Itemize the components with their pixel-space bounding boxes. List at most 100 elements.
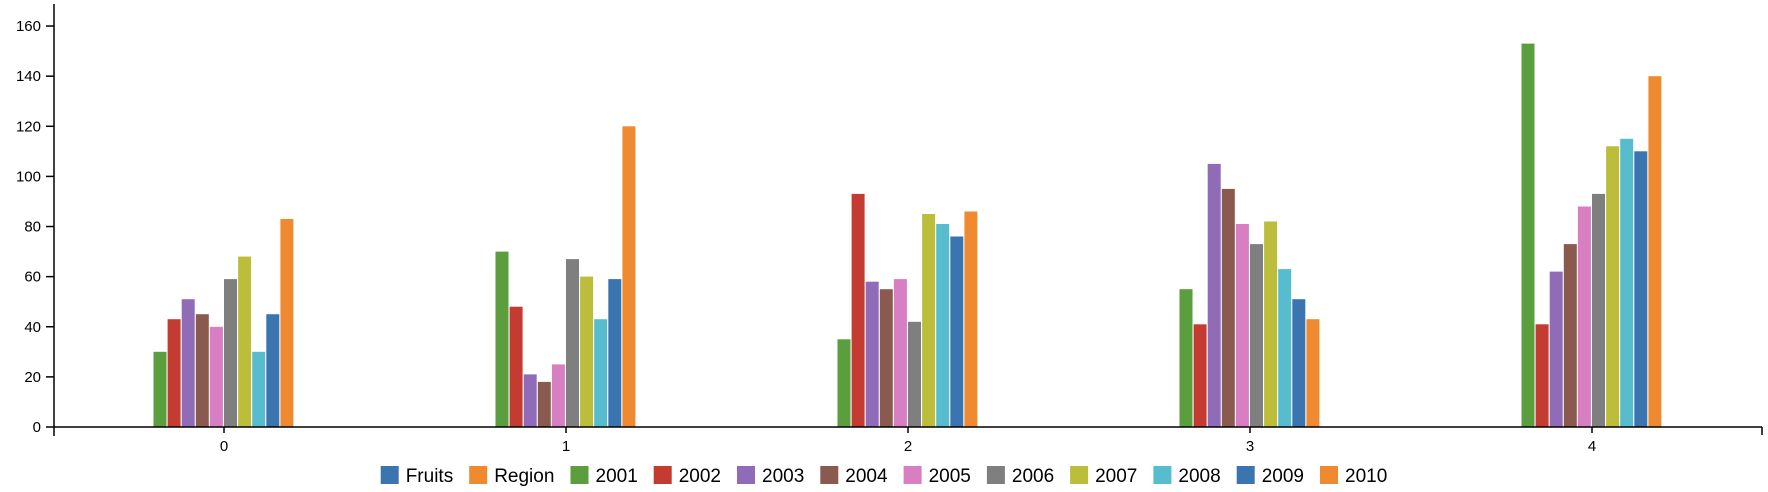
bar-2009-0 [266, 314, 280, 427]
legend-item-Fruits[interactable]: Fruits [380, 466, 454, 487]
legend-swatch [1070, 466, 1089, 484]
legend-label: 2002 [679, 466, 721, 487]
legend-label: Fruits [406, 466, 454, 487]
bar-2009-1 [608, 279, 622, 427]
legend-swatch [570, 466, 589, 484]
bar-2001-0 [153, 351, 167, 427]
y-tick-label: 0 [33, 419, 41, 436]
bar-2006-1 [566, 259, 579, 427]
bar-2006-0 [224, 279, 237, 427]
legend-swatch [1153, 466, 1172, 484]
legend-label: 2004 [845, 466, 888, 487]
legend-swatch [1236, 466, 1255, 484]
x-tick-label: 0 [220, 438, 228, 455]
bar-2003-0 [181, 299, 195, 427]
legend-item-2006[interactable]: 2006 [986, 466, 1054, 487]
legend-item-2004[interactable]: 2004 [820, 466, 888, 487]
bar-2005-0 [209, 326, 223, 427]
legend-label: Region [494, 466, 554, 487]
legend-swatch [469, 466, 488, 484]
bar-2010-2 [964, 211, 978, 427]
bar-2009-3 [1292, 299, 1306, 427]
legend-swatch [1320, 466, 1338, 484]
bar-2004-0 [195, 314, 209, 427]
legend-swatch [380, 466, 399, 484]
bar-2003-2 [865, 281, 879, 427]
bar-2004-1 [537, 381, 551, 427]
legend-item-2010[interactable]: 2010 [1320, 466, 1387, 487]
bar-2009-2 [950, 236, 964, 427]
bar-2007-3 [1264, 221, 1278, 427]
bar-2002-2 [851, 193, 865, 427]
legend-item-2008[interactable]: 2008 [1153, 466, 1221, 487]
bar-2005-1 [551, 364, 565, 427]
bar-2003-3 [1207, 163, 1221, 427]
legend-item-2007[interactable]: 2007 [1070, 466, 1137, 487]
bars-group [153, 43, 1662, 428]
bar-2006-3 [1250, 244, 1263, 427]
legend-swatch [737, 466, 755, 484]
bar-2001-3 [1179, 289, 1193, 427]
bar-2007-4 [1606, 146, 1620, 428]
legend-label: 2007 [1095, 466, 1137, 487]
legend-item-2001[interactable]: 2001 [570, 466, 638, 487]
bar-2004-2 [879, 289, 893, 427]
legend-swatch [903, 466, 922, 484]
bar-2010-1 [622, 126, 636, 428]
bar-2008-4 [1620, 138, 1634, 428]
x-tick-label: 4 [1588, 438, 1596, 455]
x-tick-label: 2 [904, 438, 912, 455]
y-tick-label: 140 [16, 68, 41, 85]
bar-2001-1 [495, 251, 509, 427]
bar-2002-3 [1193, 324, 1207, 427]
legend-label: 2001 [596, 466, 638, 487]
legend-label: 2008 [1178, 466, 1220, 487]
bar-2007-1 [580, 276, 594, 427]
bar-2001-4 [1521, 43, 1535, 427]
bar-2002-1 [509, 306, 523, 427]
y-tick-label: 100 [16, 168, 41, 185]
bar-2005-2 [893, 279, 907, 427]
legend-item-2005[interactable]: 2005 [903, 466, 971, 487]
legend-label: 2010 [1345, 466, 1387, 487]
bar-2005-4 [1577, 206, 1591, 427]
bar-2004-3 [1221, 188, 1235, 427]
y-tick-label: 60 [24, 269, 41, 286]
bar-2001-2 [837, 339, 851, 427]
legend-label: 2006 [1012, 466, 1054, 487]
y-axis: 0 20 40 60 80 100 120 140 160 [16, 4, 55, 436]
legend-item-2002[interactable]: 2002 [653, 466, 721, 487]
bar-2008-1 [594, 319, 608, 427]
legend-swatch [820, 466, 839, 484]
bar-2008-3 [1278, 269, 1292, 427]
legend-label: 2005 [929, 466, 971, 487]
bar-2007-2 [922, 214, 936, 427]
bar-2008-2 [936, 224, 950, 427]
y-tick-label: 20 [24, 369, 41, 386]
legend-item-2003[interactable]: 2003 [737, 466, 804, 487]
bar-2002-4 [1535, 324, 1549, 427]
bar-2005-3 [1235, 224, 1249, 427]
legend-swatch [986, 466, 1005, 484]
x-tick-label: 3 [1246, 438, 1254, 455]
legend-item-Region[interactable]: Region [469, 466, 554, 487]
bar-2010-0 [280, 219, 294, 427]
bar-2006-2 [908, 321, 921, 428]
bar-2010-4 [1648, 76, 1662, 427]
legend-label: 2009 [1262, 466, 1304, 487]
y-tick-label: 120 [16, 118, 41, 135]
bar-2002-0 [167, 319, 181, 427]
bar-2006-4 [1592, 193, 1605, 427]
bar-2010-3 [1306, 319, 1320, 427]
bar-2003-4 [1549, 271, 1563, 427]
legend-swatch [653, 466, 672, 484]
legend-item-2009[interactable]: 2009 [1236, 466, 1304, 487]
bar-2004-4 [1563, 244, 1577, 427]
bar-2008-0 [252, 351, 266, 427]
x-axis: 0 1 2 3 4 [54, 426, 1763, 455]
y-tick-label: 40 [24, 319, 41, 336]
y-tick-label: 160 [16, 18, 41, 35]
bar-2007-0 [238, 256, 252, 427]
legend: Fruits Region 2001 2002 2003 2004 2005 2006 2007… [380, 466, 1387, 487]
